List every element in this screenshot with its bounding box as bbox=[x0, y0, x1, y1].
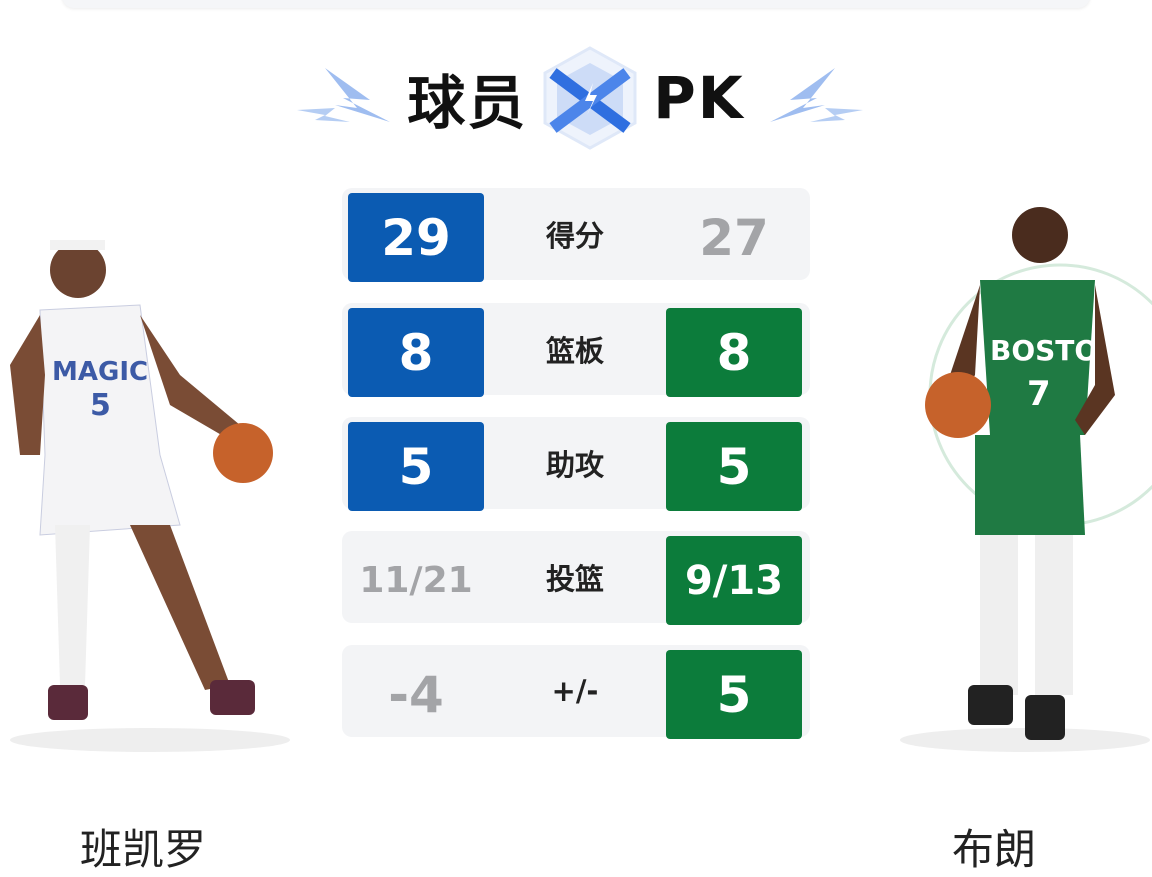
lightning-left-icon bbox=[297, 68, 390, 122]
right-jersey-number: 7 bbox=[1027, 374, 1051, 414]
crossed-swords-cube-icon bbox=[543, 46, 637, 150]
left-player-image: MAGIC 5 bbox=[10, 240, 290, 752]
left-shooting: 11/21 bbox=[359, 560, 473, 601]
stat-row-assists: 5 助攻 5 bbox=[342, 417, 810, 511]
stat-row-shooting: 11/21 投篮 9/13 bbox=[342, 531, 810, 625]
right-player-name[interactable]: 布朗 bbox=[952, 825, 1037, 874]
stat-label: 助攻 bbox=[545, 448, 604, 482]
left-assists: 5 bbox=[348, 422, 484, 511]
left-jersey-number: 5 bbox=[90, 388, 111, 423]
left-plus-minus: -4 bbox=[388, 665, 444, 724]
stat-label: +/- bbox=[551, 674, 599, 708]
lightning-right-icon bbox=[770, 68, 863, 122]
right-player-image: BOSTON 7 bbox=[900, 207, 1152, 752]
stat-label: 投篮 bbox=[545, 562, 604, 596]
right-shooting: 9/13 bbox=[666, 536, 802, 625]
right-assists: 5 bbox=[666, 422, 802, 511]
right-rebounds: 8 bbox=[666, 308, 802, 397]
stat-row-plus-minus: -4 +/- 5 bbox=[342, 645, 810, 739]
title-left: 球员 bbox=[407, 69, 528, 137]
right-points: 27 bbox=[699, 208, 769, 267]
stat-row-rebounds: 8 篮板 8 bbox=[342, 303, 810, 397]
title-right: PK bbox=[653, 64, 745, 132]
top-card-edge bbox=[62, 0, 1090, 8]
left-player-name[interactable]: 班凯罗 bbox=[80, 825, 207, 874]
stat-row-points: 29 得分 27 bbox=[342, 188, 810, 282]
stat-label: 篮板 bbox=[545, 334, 604, 368]
left-points: 29 bbox=[348, 193, 484, 282]
page-title: 球员 PK bbox=[0, 46, 1152, 150]
left-jersey-team: MAGIC bbox=[52, 357, 148, 387]
stat-label: 得分 bbox=[545, 219, 604, 253]
right-plus-minus: 5 bbox=[666, 650, 802, 739]
left-rebounds: 8 bbox=[348, 308, 484, 397]
